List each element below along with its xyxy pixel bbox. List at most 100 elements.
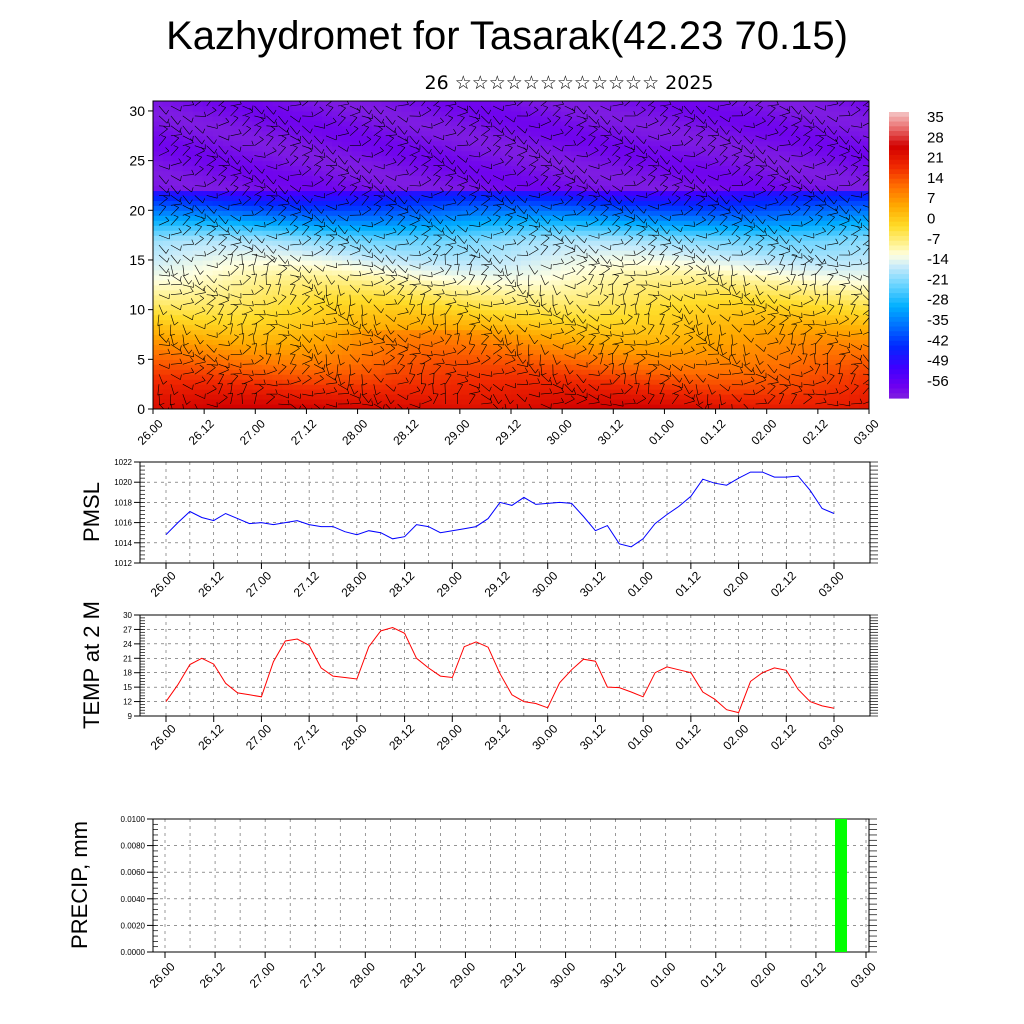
field-cell <box>471 349 482 355</box>
field-cell <box>172 379 184 385</box>
field-cell <box>421 289 433 296</box>
field-cell <box>550 284 562 291</box>
field-cell <box>789 279 800 286</box>
field-cell <box>859 299 869 306</box>
field-cell <box>153 101 164 107</box>
wind-barb-tick <box>233 115 239 119</box>
wind-barb-tick <box>179 196 182 202</box>
field-cell <box>511 250 522 256</box>
field-cell <box>699 279 711 286</box>
field-cell <box>222 110 234 117</box>
field-cell <box>322 220 333 226</box>
wind-barb-tick <box>246 274 251 278</box>
field-cell <box>570 155 582 162</box>
field-cell <box>560 349 572 355</box>
wind-barb <box>182 264 185 276</box>
field-cell <box>680 115 691 122</box>
field-cell <box>849 255 860 261</box>
wind-barb <box>206 354 216 363</box>
field-cell <box>789 245 800 251</box>
field-cell <box>361 240 373 246</box>
wind-barb <box>230 155 238 165</box>
field-cell <box>640 255 651 261</box>
field-cell <box>550 195 562 201</box>
field-cell <box>819 394 830 400</box>
field-cell <box>550 250 562 256</box>
field-cell <box>252 269 263 276</box>
field-cell <box>699 294 711 301</box>
field-cell <box>361 145 373 152</box>
wind-barb <box>194 226 202 236</box>
field-cell <box>282 125 293 132</box>
field-cell <box>501 255 512 261</box>
field-cell <box>232 130 244 137</box>
field-cell <box>789 101 800 107</box>
field-cell <box>322 135 333 142</box>
field-cell <box>431 389 442 395</box>
field-cell <box>530 250 542 256</box>
field-cell <box>162 200 174 206</box>
field-cell <box>530 349 542 355</box>
field-cell <box>690 250 701 256</box>
field-cell <box>252 230 263 236</box>
field-cell <box>292 175 303 182</box>
field-cell <box>192 200 204 206</box>
field-cell <box>849 259 860 266</box>
field-cell <box>262 110 273 117</box>
field-cell <box>421 145 433 152</box>
field-cell <box>441 374 452 380</box>
field-cell <box>809 364 820 370</box>
field-cell <box>779 115 791 122</box>
field-cell <box>351 235 363 241</box>
field-cell <box>312 314 323 321</box>
field-cell <box>650 314 661 321</box>
field-cell <box>162 279 174 286</box>
wind-barb <box>170 244 181 251</box>
field-cell <box>680 309 691 316</box>
field-cell <box>351 289 363 296</box>
field-cell <box>600 145 612 152</box>
field-cell <box>640 235 651 241</box>
field-cell <box>371 180 383 187</box>
field-cell <box>222 299 234 306</box>
field-cell <box>511 374 522 380</box>
field-cell <box>371 389 383 395</box>
field-cell <box>511 105 522 112</box>
field-cell <box>839 329 850 336</box>
field-cell <box>590 225 602 231</box>
field-cell <box>719 130 731 137</box>
field-cell <box>809 155 820 162</box>
field-cell <box>570 269 582 276</box>
field-cell <box>431 309 442 316</box>
field-cell <box>153 140 164 147</box>
field-cell <box>401 245 413 251</box>
field-cell <box>511 304 522 311</box>
field-cell <box>361 394 373 400</box>
field-cell <box>739 165 751 172</box>
wind-barb <box>206 297 216 305</box>
field-cell <box>322 230 333 236</box>
field-cell <box>401 145 413 152</box>
field-cell <box>222 230 234 236</box>
field-cell <box>540 130 552 137</box>
field-cell <box>739 374 751 380</box>
field-cell <box>421 110 433 117</box>
field-cell <box>212 384 224 390</box>
field-cell <box>202 255 214 261</box>
field-cell <box>719 250 731 256</box>
field-cell <box>709 250 721 256</box>
field-cell <box>819 150 830 157</box>
field-cell <box>610 135 621 142</box>
field-cell <box>580 274 592 281</box>
field-cell <box>789 264 800 271</box>
field-cell <box>759 274 771 281</box>
wind-barb-tick <box>168 271 171 277</box>
field-cell <box>212 309 224 316</box>
field-cell <box>501 160 512 167</box>
field-cell <box>232 274 244 281</box>
field-cell <box>262 389 273 395</box>
field-cell <box>769 374 781 380</box>
field-cell <box>630 334 641 341</box>
field-cell <box>829 299 840 306</box>
field-cell <box>600 220 612 226</box>
